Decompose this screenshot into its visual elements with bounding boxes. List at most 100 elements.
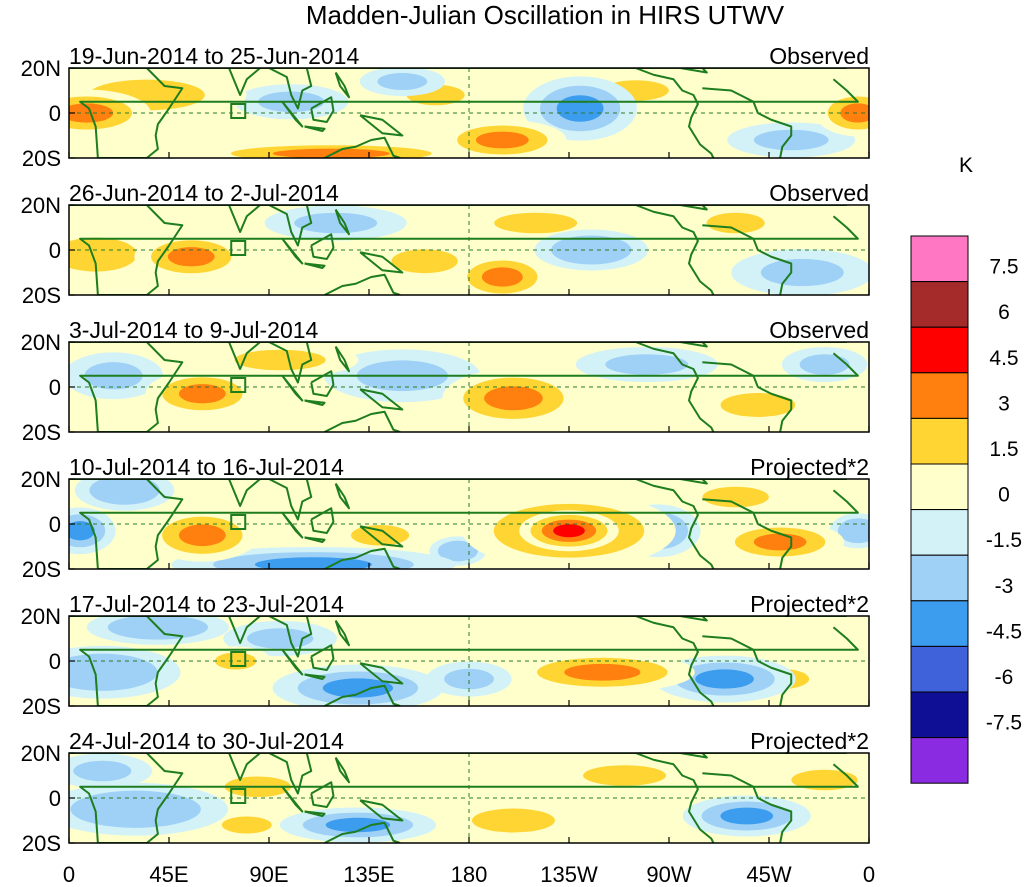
coastline: [702, 772, 793, 843]
anomaly-contour: [753, 129, 829, 151]
coastline: [268, 205, 313, 247]
panel-kind-label: Observed: [769, 317, 869, 343]
anomaly-contour: [471, 808, 555, 833]
anomaly-contour: [791, 769, 858, 791]
anomaly-contour: [221, 816, 272, 834]
map-panel: 20N 0 20S 26-Jun-2014 to 2-Jul-2014 Observed: [21, 180, 870, 308]
y-tick-label: 20N: [21, 56, 61, 81]
anomaly-contour: [695, 669, 754, 689]
coastline: [310, 644, 335, 671]
panel-kind-label: Projected*2: [750, 728, 869, 754]
coastline: [268, 342, 313, 384]
y-tick-label: 20N: [21, 467, 61, 492]
coastline: [281, 375, 304, 402]
panel-kind-label: Observed: [769, 180, 869, 206]
colorbar-swatch: [910, 600, 969, 647]
coastline: [268, 616, 313, 658]
anomaly-contour: [69, 237, 138, 272]
x-tick-label: 0: [863, 862, 875, 887]
coastline: [635, 753, 715, 843]
y-tick-label: 0: [49, 375, 61, 400]
coastline: [359, 251, 404, 274]
colorbar: 7.5 6 4.5 3 1.5 0 -1.5 -3 -4.5 -6 -7.5: [910, 235, 1022, 784]
x-tick-label: 45E: [149, 862, 188, 887]
colorbar-swatch: [910, 509, 969, 556]
anomaly-contour: [556, 95, 604, 122]
y-tick-label: 0: [49, 238, 61, 263]
anomaly-contour: [104, 481, 146, 499]
coastline: [310, 233, 335, 260]
coastline: [324, 821, 401, 843]
colorbar-swatch: [910, 281, 969, 328]
anomaly-contour: [799, 354, 850, 375]
coastline: [702, 224, 793, 295]
colorbar-label: -3: [995, 575, 1014, 598]
coastline: [334, 208, 350, 236]
anomaly-contour: [475, 131, 529, 149]
coastline: [69, 616, 859, 706]
panel-kind-label: Projected*2: [750, 454, 869, 480]
y-tick-label: 20N: [21, 330, 61, 355]
coastline: [228, 342, 261, 370]
panel-kind-label: Observed: [769, 43, 869, 69]
reference-box: [230, 377, 247, 393]
coastline: [228, 753, 261, 781]
x-axis: 0 45E 90E 135E 180 135W 90W 45W 0: [63, 862, 875, 887]
colorbar-swatch: [910, 417, 969, 465]
anomaly-contour: [720, 807, 774, 825]
colorbar-label: 0: [998, 484, 1010, 507]
anomaly-contour: [444, 668, 494, 690]
colorbar-label: -7.5: [986, 712, 1022, 735]
x-tick-label: 45W: [746, 862, 791, 887]
anomaly-contour: [73, 760, 132, 782]
anomaly-field: [69, 342, 868, 428]
panel-period-label: 26-Jun-2014 to 2-Jul-2014: [69, 180, 339, 206]
x-tick-label: 0: [63, 862, 75, 887]
y-tick-label: 20S: [22, 420, 61, 445]
coastline: [304, 399, 326, 406]
coastlines: [69, 205, 859, 295]
coastline: [228, 205, 261, 233]
anomaly-contour: [484, 386, 543, 411]
colorbar-swatch: [910, 645, 969, 693]
x-tick-label: 135E: [343, 862, 394, 887]
anomaly-contour: [702, 486, 769, 508]
anomaly-contour: [720, 393, 796, 417]
x-tick-label: 180: [451, 862, 488, 887]
panel-period-label: 24-Jul-2014 to 30-Jul-2014: [69, 728, 344, 754]
anomaly-contour: [605, 354, 689, 375]
reference-box: [230, 788, 247, 804]
coastline: [281, 786, 304, 813]
anomaly-contour: [69, 521, 95, 541]
coastline: [324, 547, 401, 569]
anomaly-contour: [706, 212, 765, 234]
reference-box: [230, 103, 247, 119]
coastline: [268, 479, 313, 521]
coastline: [702, 361, 793, 432]
coastline: [228, 68, 261, 96]
map-panel: 20N 0 20S 24-Jul-2014 to 30-Jul-2014 Project…: [21, 728, 870, 856]
anomaly-field: [69, 479, 869, 569]
colorbar-label: -4.5: [986, 620, 1022, 643]
coastline: [679, 205, 708, 211]
coastline: [334, 619, 350, 647]
coastline: [69, 479, 859, 569]
coastline: [679, 68, 708, 74]
coastline: [281, 101, 304, 128]
y-tick-label: 0: [49, 101, 61, 126]
coastline: [679, 479, 708, 485]
x-tick-label: 135W: [540, 862, 598, 887]
coastline: [359, 114, 404, 137]
anomaly-contour: [322, 678, 394, 698]
coastlines: [69, 68, 859, 158]
coastline: [702, 87, 793, 158]
anomaly-field: [69, 753, 869, 843]
coastline: [304, 810, 326, 817]
coastline: [359, 799, 404, 822]
colorbar-label: 1.5: [989, 438, 1018, 461]
anomaly-contour: [564, 663, 641, 681]
coastline: [69, 205, 859, 295]
coastlines: [69, 753, 859, 843]
coastline: [702, 498, 793, 569]
anomaly-contour: [294, 212, 378, 234]
